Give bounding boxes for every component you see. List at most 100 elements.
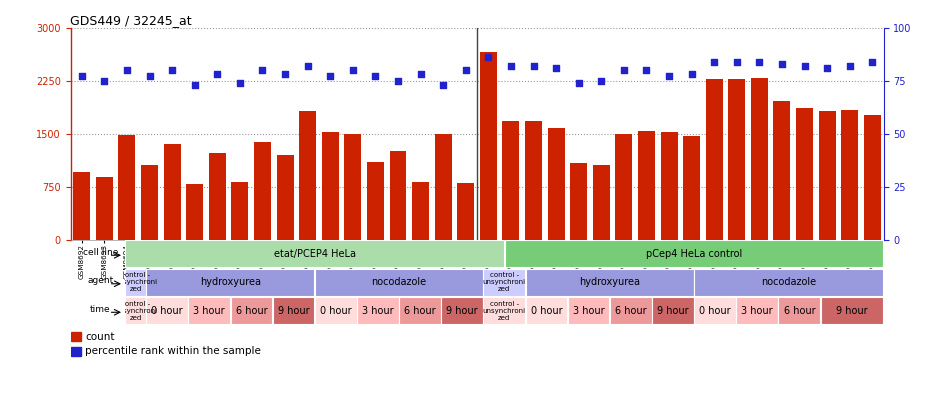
Bar bbox=[273, 297, 315, 324]
Bar bbox=[315, 269, 483, 296]
Bar bbox=[73, 173, 90, 240]
Text: count: count bbox=[86, 331, 115, 342]
Bar bbox=[525, 297, 568, 324]
Point bbox=[481, 54, 496, 61]
Text: hydroxyurea: hydroxyurea bbox=[579, 277, 640, 287]
Bar bbox=[796, 108, 813, 240]
Bar bbox=[652, 297, 694, 324]
Bar bbox=[344, 134, 361, 240]
Bar bbox=[525, 121, 542, 240]
Text: 6 hour: 6 hour bbox=[236, 306, 267, 316]
Bar bbox=[125, 269, 146, 296]
Point bbox=[729, 59, 744, 65]
Point bbox=[164, 67, 180, 73]
Bar bbox=[525, 269, 694, 296]
Bar bbox=[616, 134, 633, 240]
Text: pCep4 HeLa control: pCep4 HeLa control bbox=[646, 249, 742, 259]
Bar bbox=[751, 78, 768, 240]
Point bbox=[504, 63, 519, 69]
Point bbox=[322, 73, 337, 80]
Bar bbox=[505, 240, 884, 267]
Bar bbox=[231, 183, 248, 240]
Bar bbox=[694, 297, 736, 324]
Point bbox=[300, 63, 315, 69]
Text: 6 hour: 6 hour bbox=[784, 306, 815, 316]
Bar bbox=[147, 297, 188, 324]
Text: control -
unsynchroni
zed: control - unsynchroni zed bbox=[114, 272, 157, 292]
Text: etat/PCEP4 HeLa: etat/PCEP4 HeLa bbox=[274, 249, 355, 259]
Bar bbox=[315, 297, 356, 324]
Text: cell line: cell line bbox=[83, 248, 118, 257]
Bar bbox=[568, 297, 609, 324]
Bar bbox=[457, 183, 474, 240]
Point bbox=[797, 63, 812, 69]
Point bbox=[119, 67, 134, 73]
Bar bbox=[254, 142, 271, 240]
Bar bbox=[70, 347, 81, 356]
Point bbox=[526, 63, 541, 69]
Point bbox=[775, 61, 790, 67]
Bar bbox=[400, 297, 441, 324]
Text: 9 hour: 9 hour bbox=[657, 306, 689, 316]
Bar bbox=[141, 165, 158, 240]
Point bbox=[842, 63, 857, 69]
Point bbox=[572, 80, 587, 86]
Bar bbox=[412, 182, 429, 240]
Point bbox=[390, 78, 405, 84]
Point bbox=[74, 73, 89, 80]
Point bbox=[752, 59, 767, 65]
Point bbox=[617, 67, 632, 73]
Text: 3 hour: 3 hour bbox=[362, 306, 394, 316]
Bar bbox=[548, 128, 565, 240]
Bar bbox=[299, 111, 316, 240]
Bar bbox=[118, 135, 135, 240]
Bar bbox=[96, 177, 113, 240]
Bar bbox=[778, 297, 821, 324]
Point bbox=[255, 67, 270, 73]
Point bbox=[639, 67, 654, 73]
Bar bbox=[186, 184, 203, 240]
Text: control -
unsynchroni
zed: control - unsynchroni zed bbox=[483, 301, 525, 321]
Point bbox=[820, 65, 835, 71]
Bar bbox=[610, 297, 651, 324]
Text: 0 hour: 0 hour bbox=[320, 306, 352, 316]
Point bbox=[97, 78, 112, 84]
Point bbox=[210, 71, 225, 78]
Point bbox=[232, 80, 247, 86]
Bar bbox=[276, 155, 293, 240]
Bar bbox=[736, 297, 778, 324]
Text: GDS449 / 32245_at: GDS449 / 32245_at bbox=[70, 13, 192, 27]
Bar bbox=[571, 163, 588, 240]
Point bbox=[368, 73, 383, 80]
Bar bbox=[694, 269, 884, 296]
Text: time: time bbox=[90, 305, 111, 314]
Bar bbox=[188, 297, 230, 324]
Point bbox=[187, 82, 202, 88]
Point bbox=[277, 71, 292, 78]
Point bbox=[549, 65, 564, 71]
Bar bbox=[164, 143, 180, 240]
Bar bbox=[841, 110, 858, 240]
Bar bbox=[638, 131, 655, 240]
Bar bbox=[441, 297, 483, 324]
Point bbox=[594, 78, 609, 84]
Text: 3 hour: 3 hour bbox=[742, 306, 773, 316]
Point bbox=[345, 67, 360, 73]
Bar bbox=[125, 297, 146, 324]
Point bbox=[684, 71, 699, 78]
Bar bbox=[821, 297, 884, 324]
Bar bbox=[503, 121, 520, 240]
Bar bbox=[367, 162, 384, 240]
Text: 9 hour: 9 hour bbox=[278, 306, 309, 316]
Bar bbox=[661, 131, 678, 240]
Point bbox=[413, 71, 428, 78]
Bar bbox=[147, 269, 315, 296]
Text: percentile rank within the sample: percentile rank within the sample bbox=[86, 346, 261, 356]
Bar bbox=[209, 153, 226, 240]
Point bbox=[865, 59, 880, 65]
Bar bbox=[483, 297, 525, 324]
Text: nocodazole: nocodazole bbox=[371, 277, 427, 287]
Text: 9 hour: 9 hour bbox=[837, 306, 868, 316]
Text: nocodazole: nocodazole bbox=[761, 277, 816, 287]
Bar bbox=[683, 136, 700, 240]
